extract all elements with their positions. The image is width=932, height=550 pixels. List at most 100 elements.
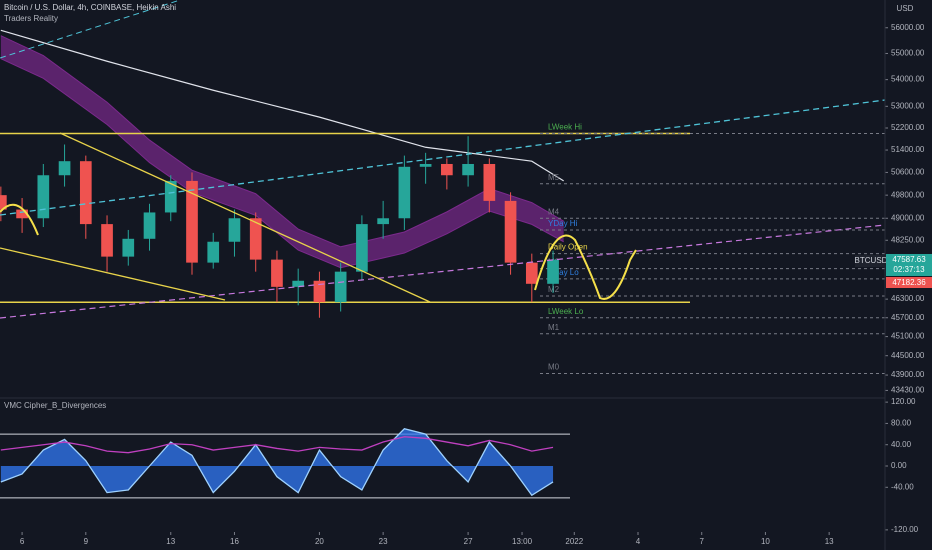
y-tick-label: 48250.00 bbox=[891, 235, 925, 244]
y-tick-label: 46300.00 bbox=[891, 294, 925, 303]
y-tick-label: 56000.00 bbox=[891, 23, 925, 32]
x-tick-label: 23 bbox=[379, 537, 388, 546]
chart-title: Bitcoin / U.S. Dollar, 4h, COINBASE, Hei… bbox=[4, 3, 176, 12]
level-label: YDay Hi bbox=[548, 219, 578, 228]
trend-line bbox=[59, 132, 431, 303]
last-price: 47587.63 bbox=[892, 255, 926, 264]
candle-body bbox=[122, 238, 135, 257]
y-tick-label: 45700.00 bbox=[891, 313, 925, 322]
y-tick-label: 49000.00 bbox=[891, 213, 925, 222]
level-label: YDay Lo bbox=[548, 268, 579, 277]
x-tick-label: 16 bbox=[230, 537, 239, 546]
x-tick-label: 13 bbox=[825, 537, 834, 546]
price-box bbox=[886, 254, 932, 276]
candle-body bbox=[419, 163, 432, 167]
y-unit: USD bbox=[897, 4, 914, 13]
candle-body bbox=[462, 163, 474, 176]
trend-line bbox=[0, 224, 886, 319]
level-label: M0 bbox=[548, 363, 560, 372]
candle-body bbox=[271, 259, 283, 287]
candle-body bbox=[504, 200, 517, 263]
subtitle: Traders Reality bbox=[4, 14, 58, 23]
x-tick-label: 4 bbox=[636, 537, 641, 546]
candle-body bbox=[37, 175, 50, 219]
y-tick-label: 55000.00 bbox=[891, 49, 925, 58]
y-tick-label: 40.00 bbox=[891, 440, 912, 449]
level-label: M5 bbox=[548, 173, 560, 182]
candle-body bbox=[377, 218, 389, 225]
y-tick-label: 54000.00 bbox=[891, 75, 925, 84]
y-tick-label: 120.00 bbox=[891, 397, 916, 406]
candle-body bbox=[58, 161, 71, 176]
projection bbox=[0, 203, 39, 236]
level-label: M4 bbox=[548, 207, 560, 216]
trend-line bbox=[0, 0, 181, 59]
candle-body bbox=[483, 163, 496, 201]
drawings bbox=[0, 0, 886, 319]
pane-title: VMC Cipher_B_Divergences bbox=[4, 401, 106, 410]
candle-body bbox=[101, 224, 113, 257]
y-tick-label: 45100.00 bbox=[891, 332, 925, 341]
x-tick-label: 2022 bbox=[565, 537, 583, 546]
candle-body bbox=[292, 280, 305, 287]
x-tick-label: 9 bbox=[84, 537, 89, 546]
candle-body bbox=[143, 212, 156, 239]
y-tick-label: 80.00 bbox=[891, 419, 912, 428]
level-label: M2 bbox=[548, 285, 560, 294]
marker-price: 47182.36 bbox=[892, 278, 926, 287]
y-tick-label: 50600.00 bbox=[891, 168, 925, 177]
y-tick-label: 52200.00 bbox=[891, 123, 925, 132]
candle-body bbox=[547, 259, 559, 284]
candle-body bbox=[441, 163, 453, 176]
x-tick-label: 6 bbox=[20, 537, 25, 546]
y-tick-label: -40.00 bbox=[891, 482, 914, 491]
band-fill bbox=[0, 35, 564, 268]
oscillator-line bbox=[0, 436, 554, 454]
level-label: LWeek Lo bbox=[548, 307, 584, 316]
x-tick-label: 13:00 bbox=[512, 537, 533, 546]
level-label: LWeek Hi bbox=[548, 123, 582, 132]
trend-line bbox=[0, 247, 226, 301]
y-tick-label: 44500.00 bbox=[891, 351, 925, 360]
level-label: Daily Open bbox=[548, 243, 588, 252]
candle-body bbox=[0, 195, 7, 210]
price-box bbox=[886, 277, 932, 288]
candle-body bbox=[186, 180, 198, 263]
x-tick-label: 27 bbox=[464, 537, 473, 546]
candle-body bbox=[79, 161, 92, 225]
x-tick-label: 7 bbox=[699, 537, 704, 546]
y-tick-label: 49800.00 bbox=[891, 190, 925, 199]
x-tick-label: 10 bbox=[761, 537, 770, 546]
candle-body bbox=[16, 209, 28, 219]
y-tick-label: -120.00 bbox=[891, 525, 919, 534]
y-tick-label: 43430.00 bbox=[891, 386, 925, 395]
wave-line bbox=[0, 428, 554, 497]
countdown: 02:37:13 bbox=[893, 265, 925, 274]
candle-body bbox=[313, 280, 326, 303]
candle-body bbox=[525, 262, 538, 284]
candle-body bbox=[207, 241, 220, 263]
y-tick-label: 51400.00 bbox=[891, 145, 925, 154]
level-label: M1 bbox=[548, 323, 560, 332]
x-tick-label: 20 bbox=[315, 537, 324, 546]
candle-body bbox=[398, 166, 411, 219]
wave-area bbox=[0, 428, 554, 496]
candle-body bbox=[228, 218, 241, 242]
trend-line bbox=[0, 99, 886, 216]
y-tick-label: 0.00 bbox=[891, 461, 907, 470]
candle-body bbox=[249, 218, 262, 260]
y-tick-label: 53000.00 bbox=[891, 101, 925, 110]
candle-body bbox=[334, 271, 347, 303]
y-tick-label: 43900.00 bbox=[891, 370, 925, 379]
plot: 56000.00 55000.00 54000.00 53000.00 52200.00… bbox=[0, 23, 925, 546]
symbol-box bbox=[855, 255, 887, 267]
projection bbox=[534, 234, 637, 300]
candle-body bbox=[164, 180, 177, 213]
x-tick-label: 13 bbox=[166, 537, 175, 546]
symbol: BTCUSD bbox=[855, 256, 888, 265]
moving-average bbox=[0, 29, 564, 182]
candle-body bbox=[356, 224, 368, 272]
